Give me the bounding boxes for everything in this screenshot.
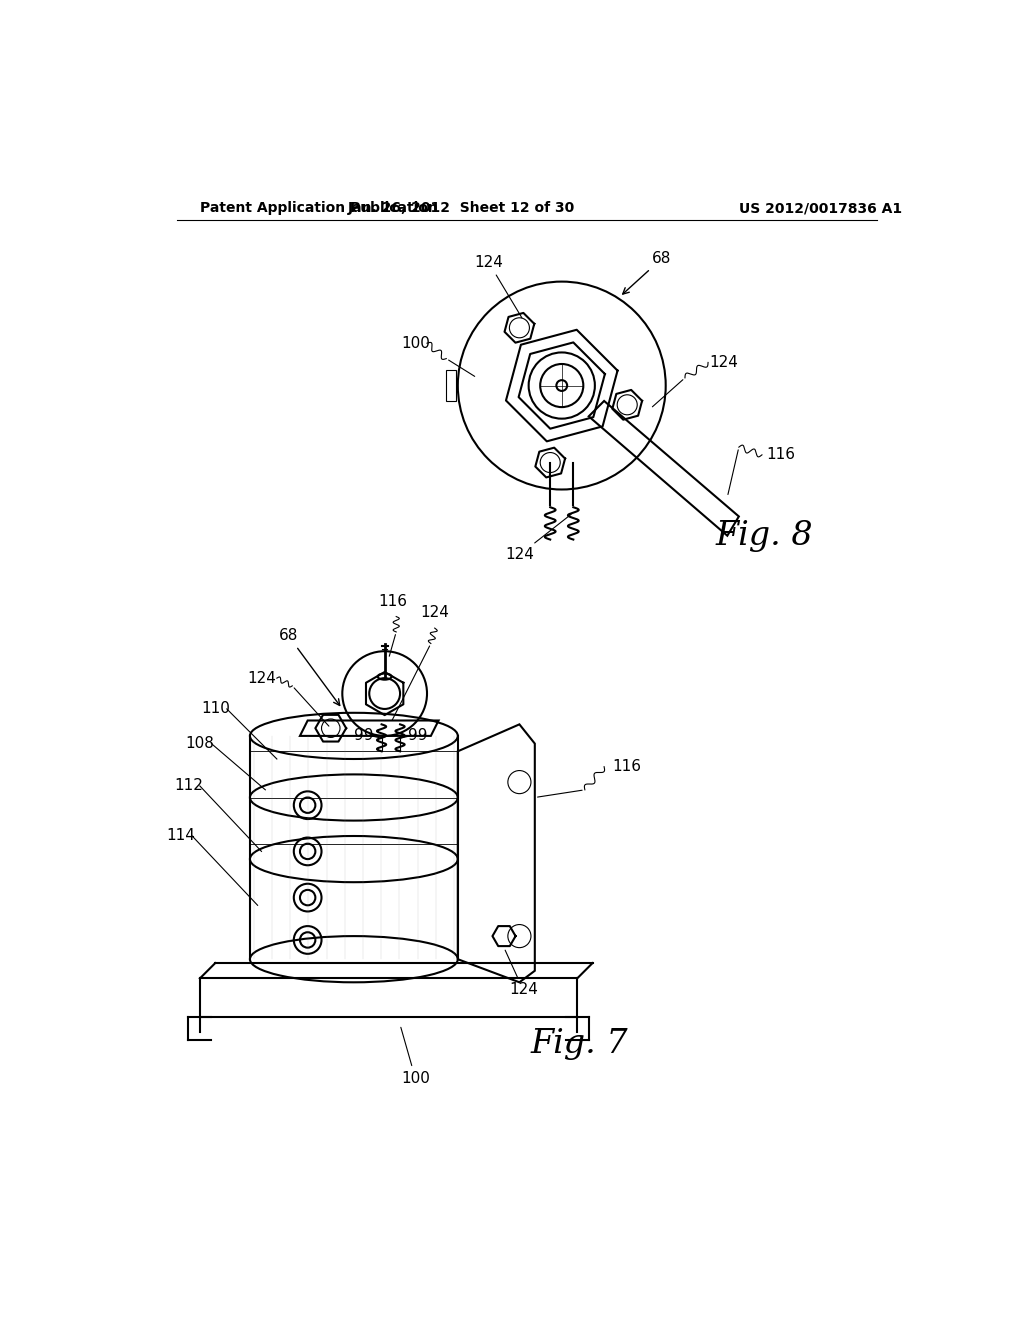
Text: Fig. 7: Fig. 7 [531, 1028, 629, 1060]
Text: Fig. 8: Fig. 8 [716, 520, 813, 552]
Text: 100: 100 [401, 335, 430, 351]
Text: 100: 100 [400, 1027, 430, 1086]
Text: 99: 99 [408, 729, 428, 743]
Text: 124: 124 [420, 605, 450, 620]
Text: 116: 116 [378, 594, 407, 609]
Text: 68: 68 [623, 251, 672, 294]
Text: 124: 124 [505, 515, 571, 562]
Text: 108: 108 [185, 737, 214, 751]
Text: 114: 114 [166, 829, 195, 843]
Text: 110: 110 [201, 701, 229, 717]
Text: 112: 112 [174, 779, 203, 793]
Text: 68: 68 [279, 628, 340, 705]
Text: 124: 124 [474, 255, 522, 318]
Text: 124: 124 [505, 950, 538, 998]
Text: 116: 116 [612, 759, 642, 775]
Text: US 2012/0017836 A1: US 2012/0017836 A1 [739, 202, 902, 215]
Text: 124: 124 [247, 671, 275, 685]
Text: 99: 99 [354, 729, 374, 743]
Text: 116: 116 [767, 447, 796, 462]
Text: 124: 124 [709, 355, 738, 370]
Text: Patent Application Publication: Patent Application Publication [200, 202, 437, 215]
Text: Jan. 26, 2012  Sheet 12 of 30: Jan. 26, 2012 Sheet 12 of 30 [348, 202, 575, 215]
